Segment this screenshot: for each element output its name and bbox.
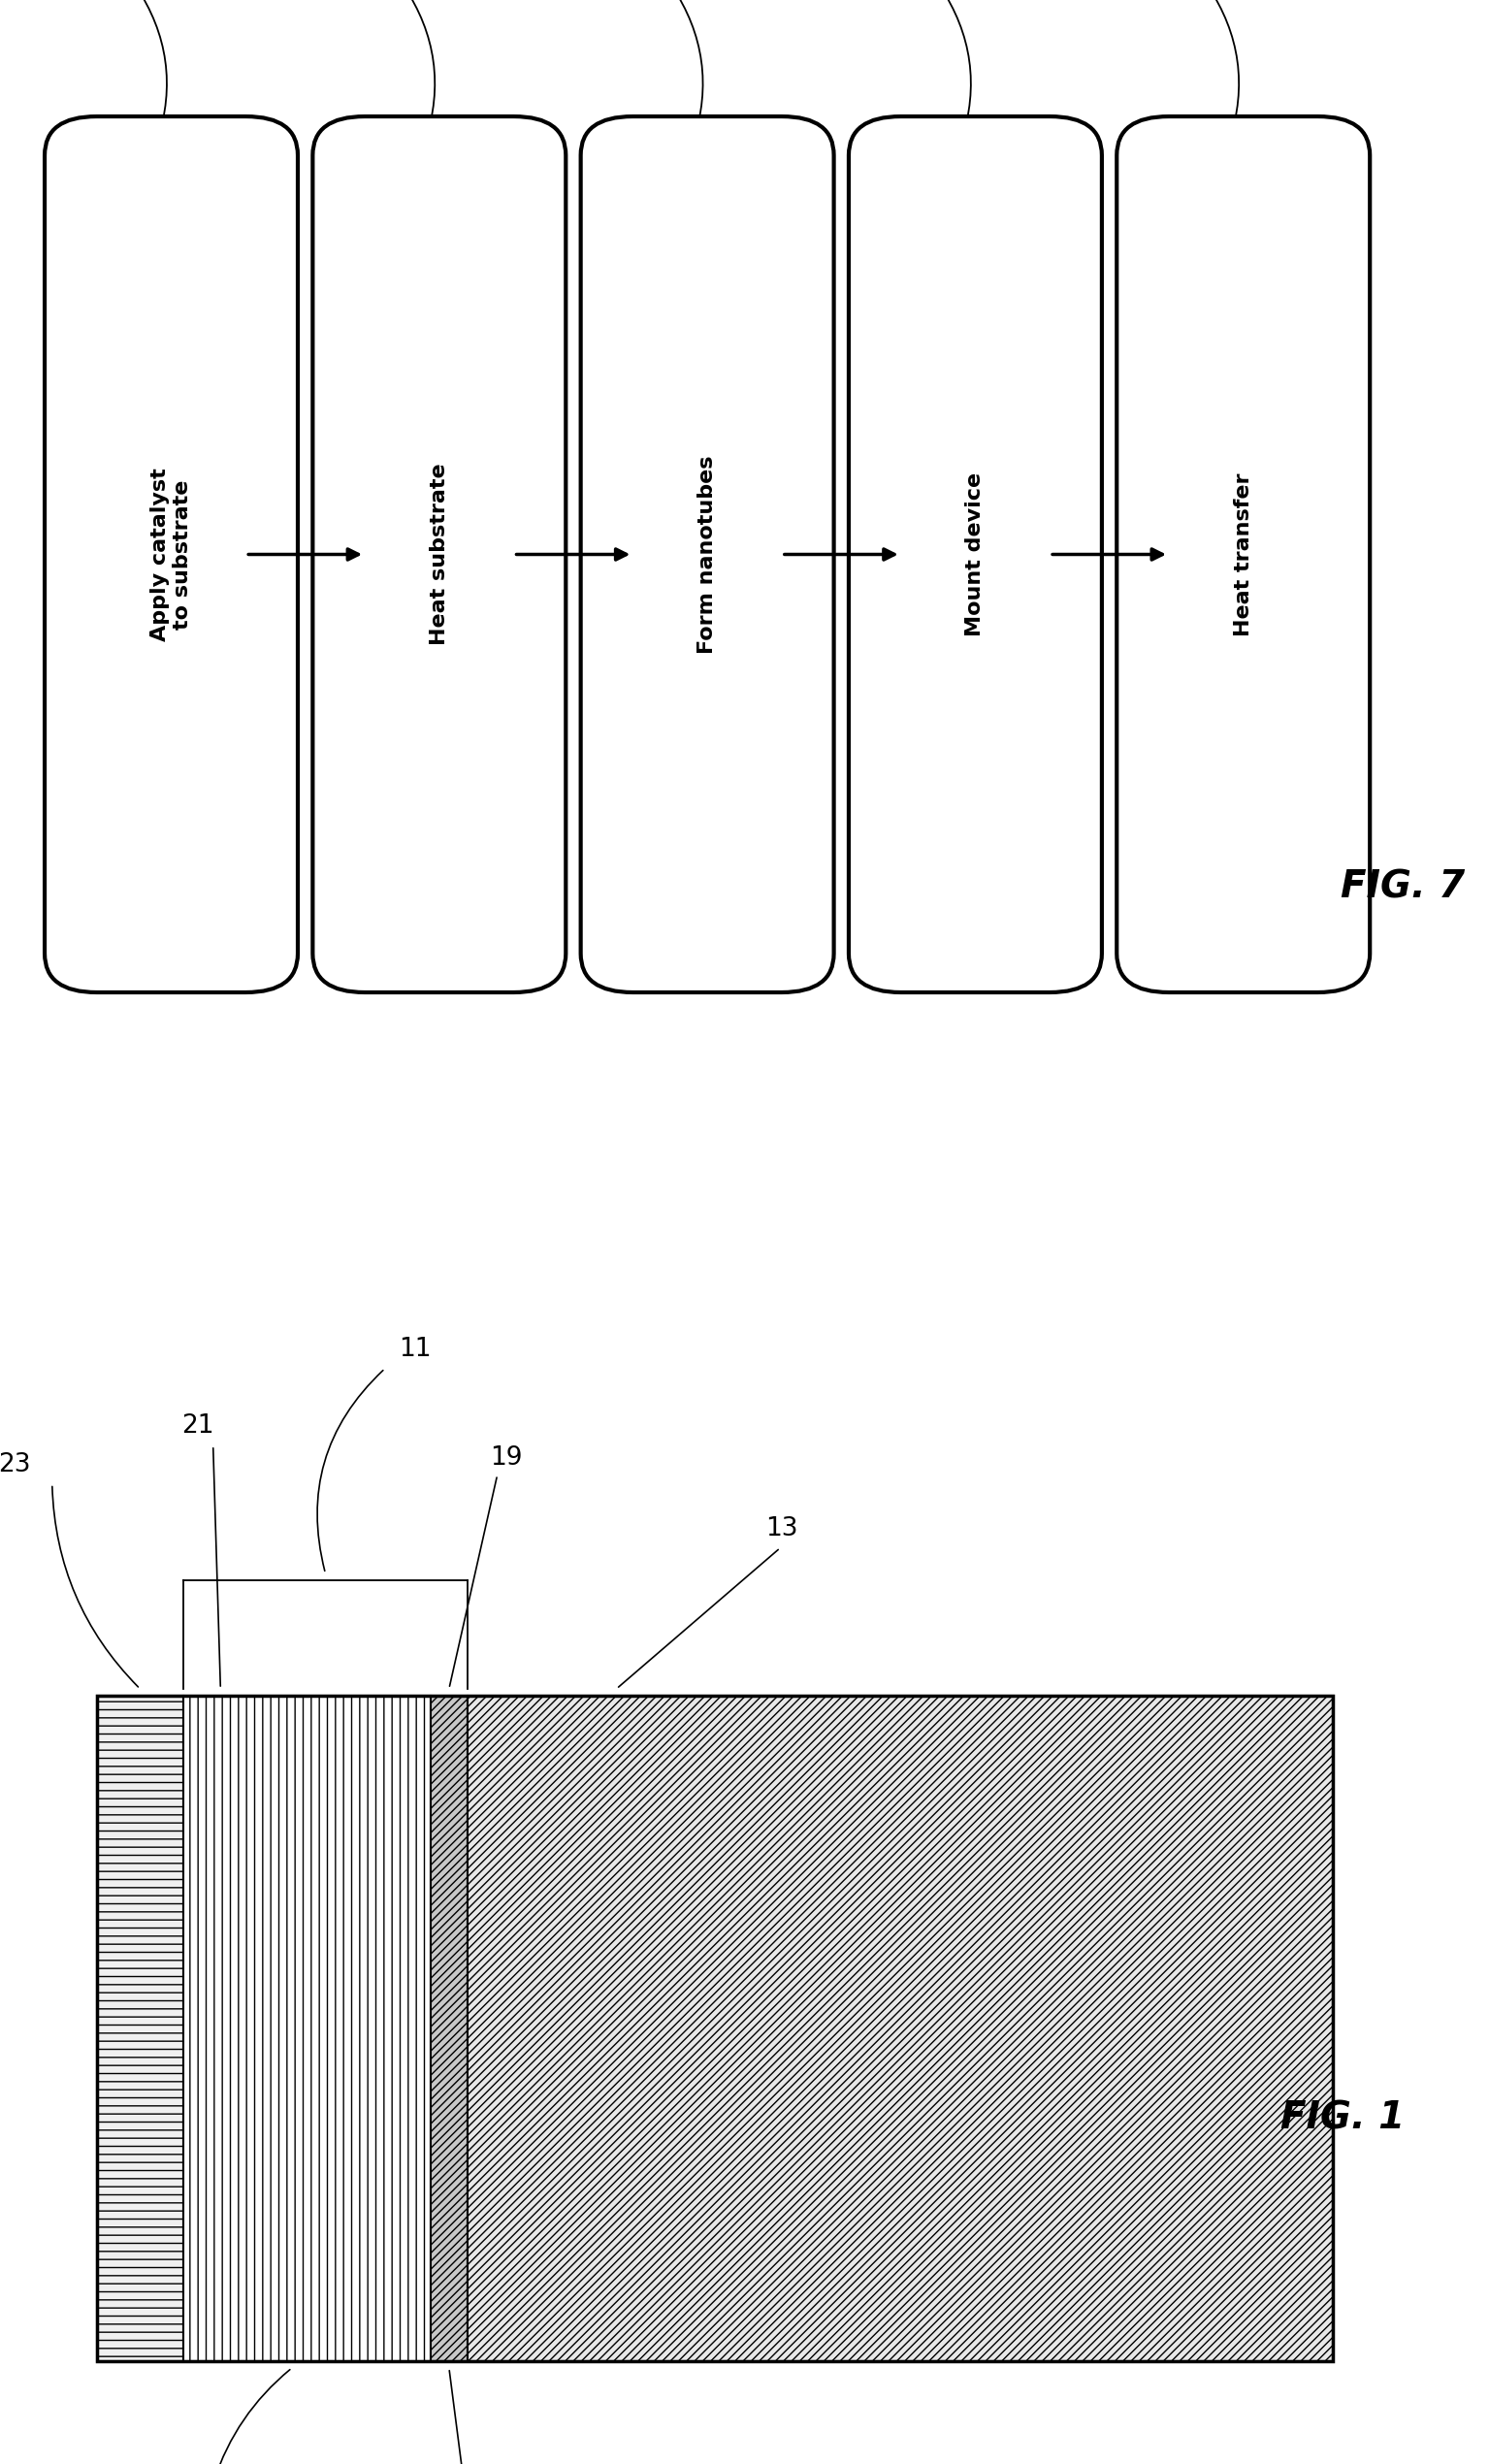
Text: 13: 13 <box>765 1515 798 1542</box>
FancyBboxPatch shape <box>849 116 1102 993</box>
Text: Mount device: Mount device <box>965 473 986 636</box>
FancyBboxPatch shape <box>1117 116 1370 993</box>
Bar <box>430 1695 468 2361</box>
Text: 23: 23 <box>0 1451 31 1478</box>
Text: 11: 11 <box>399 1338 430 1363</box>
Text: Apply catalyst
to substrate: Apply catalyst to substrate <box>150 468 192 641</box>
Bar <box>97 1695 1333 2361</box>
Bar <box>97 1695 183 2361</box>
Bar <box>468 1695 1333 2361</box>
Text: 19: 19 <box>490 1446 523 1471</box>
Text: 21: 21 <box>182 1414 214 1439</box>
Text: Heat substrate: Heat substrate <box>429 463 450 646</box>
FancyBboxPatch shape <box>45 116 298 993</box>
Text: Form nanotubes: Form nanotubes <box>697 456 718 653</box>
FancyBboxPatch shape <box>581 116 834 993</box>
Text: Heat transfer: Heat transfer <box>1233 473 1254 636</box>
Bar <box>183 1695 430 2361</box>
Text: FIG. 7: FIG. 7 <box>1340 870 1464 904</box>
FancyBboxPatch shape <box>313 116 566 993</box>
Text: FIG. 1: FIG. 1 <box>1281 2099 1404 2136</box>
